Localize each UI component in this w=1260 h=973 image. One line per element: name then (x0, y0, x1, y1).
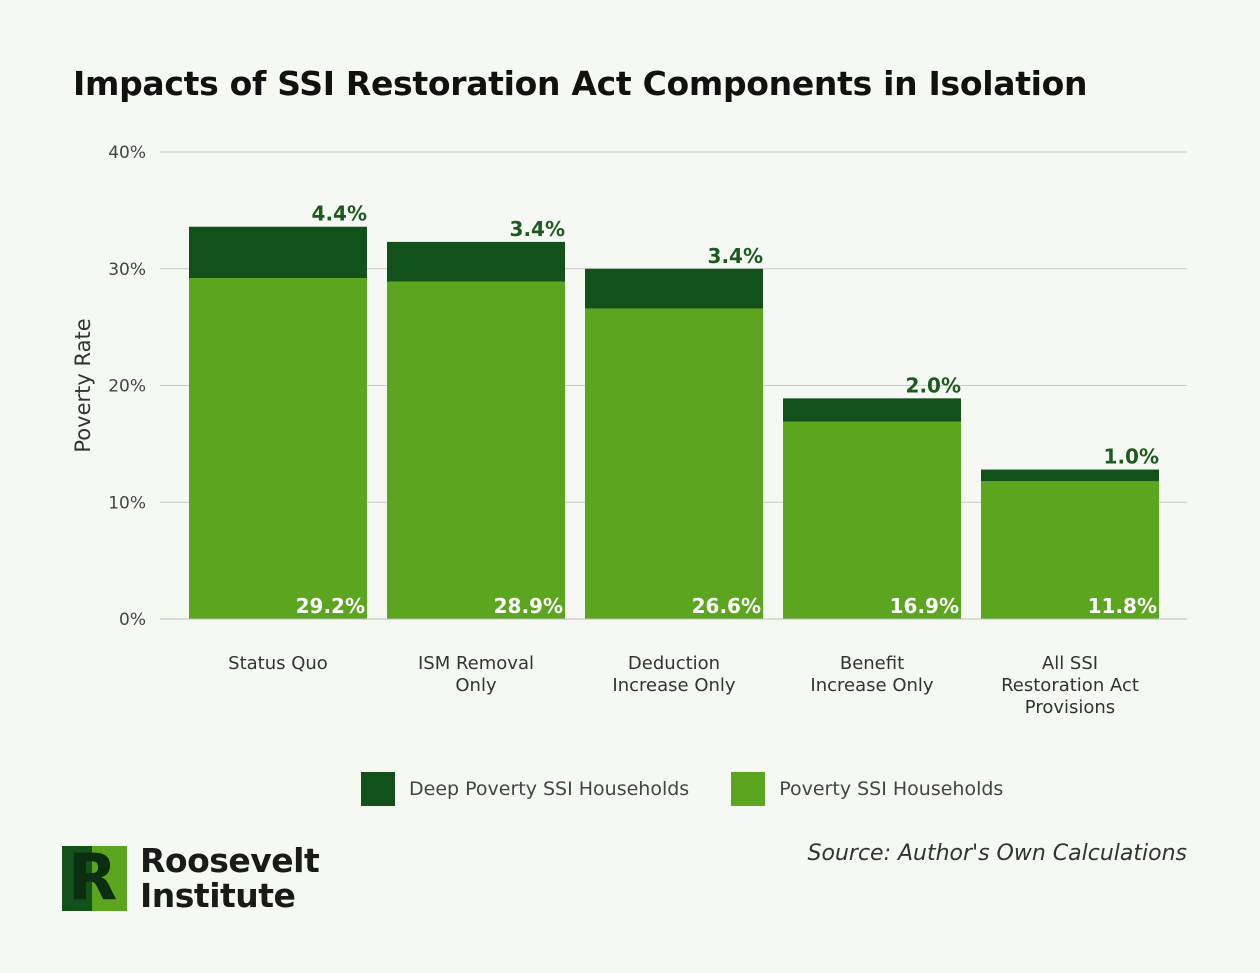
bar-chart: 0% 10% 20% 30% 40% Poverty Rate 4.4% 29.2% Statu… (71, 143, 1187, 718)
data-label-deep: 4.4% (312, 202, 367, 226)
data-label-poverty: 29.2% (296, 594, 365, 618)
x-tick-label-line: Status Quo (228, 653, 328, 674)
bar-poverty (981, 481, 1159, 619)
data-label-deep: 2.0% (906, 373, 961, 397)
legend-swatch-poverty (731, 772, 766, 806)
x-tick-label-line: Deduction (628, 653, 720, 674)
bar-poverty (783, 421, 961, 619)
logo-line-1: Roosevelt (140, 841, 320, 880)
roosevelt-logo: R Roosevelt Institute (62, 841, 320, 915)
bar-deep-poverty (387, 241, 565, 282)
bar-deep-poverty (783, 398, 961, 422)
data-label-deep: 1.0% (1104, 445, 1159, 469)
x-tick-label-line: All SSI (1042, 653, 1098, 674)
x-tick-label-line: ISM Removal (418, 653, 534, 674)
legend-label-poverty: Poverty SSI Households (779, 778, 1004, 800)
legend: Deep Poverty SSI Households Poverty SSI … (361, 772, 1045, 806)
x-tick-label: Benefit Increase Only (810, 653, 933, 696)
chart-title: Impacts of SSI Restoration Act Component… (73, 64, 1088, 103)
x-tick-label-line: Increase Only (612, 675, 735, 696)
logo-mark-icon: R (62, 845, 127, 911)
data-label-deep: 3.4% (708, 244, 763, 268)
bar-poverty (387, 281, 565, 619)
x-tick-label-line: Increase Only (810, 675, 933, 696)
bar-poverty (189, 278, 367, 619)
x-tick-label-line: Provisions (1025, 697, 1115, 718)
bar-deep-poverty (981, 469, 1159, 482)
data-label-poverty: 28.9% (494, 594, 563, 618)
x-tick-label: Deduction Increase Only (612, 653, 735, 696)
bar-deep-poverty (189, 226, 367, 279)
y-tick-label: 40% (108, 143, 146, 163)
data-label-poverty: 26.6% (692, 594, 761, 618)
data-label-poverty: 11.8% (1088, 594, 1157, 618)
bar-poverty (585, 308, 763, 619)
y-tick-label: 30% (108, 260, 146, 280)
x-tick-label-line: Only (455, 675, 497, 696)
y-tick-label: 10% (108, 493, 146, 513)
legend-item-deep: Deep Poverty SSI Households (361, 772, 689, 806)
logo-line-2: Institute (140, 876, 296, 915)
y-tick-label: 0% (119, 610, 146, 630)
x-tick-label-line: Restoration Act (1001, 675, 1139, 696)
x-tick-label: All SSI Restoration Act Provisions (1001, 653, 1139, 718)
x-tick-label-line: Benefit (840, 653, 904, 674)
logo-letter: R (68, 845, 118, 911)
y-tick-label: 20% (108, 377, 146, 397)
legend-label-deep: Deep Poverty SSI Households (409, 778, 690, 800)
legend-swatch-deep (361, 772, 395, 806)
y-axis-label: Poverty Rate (71, 318, 95, 452)
x-tick-label: Status Quo (228, 653, 328, 674)
legend-item-poverty: Poverty SSI Households (731, 772, 1003, 806)
data-label-deep: 3.4% (510, 217, 565, 241)
data-label-poverty: 16.9% (890, 594, 959, 618)
bar-deep-poverty (585, 268, 763, 309)
source-note: Source: Author's Own Calculations (807, 841, 1187, 866)
logo-text: Roosevelt Institute (140, 841, 320, 915)
x-tick-label: ISM Removal Only (418, 653, 534, 696)
